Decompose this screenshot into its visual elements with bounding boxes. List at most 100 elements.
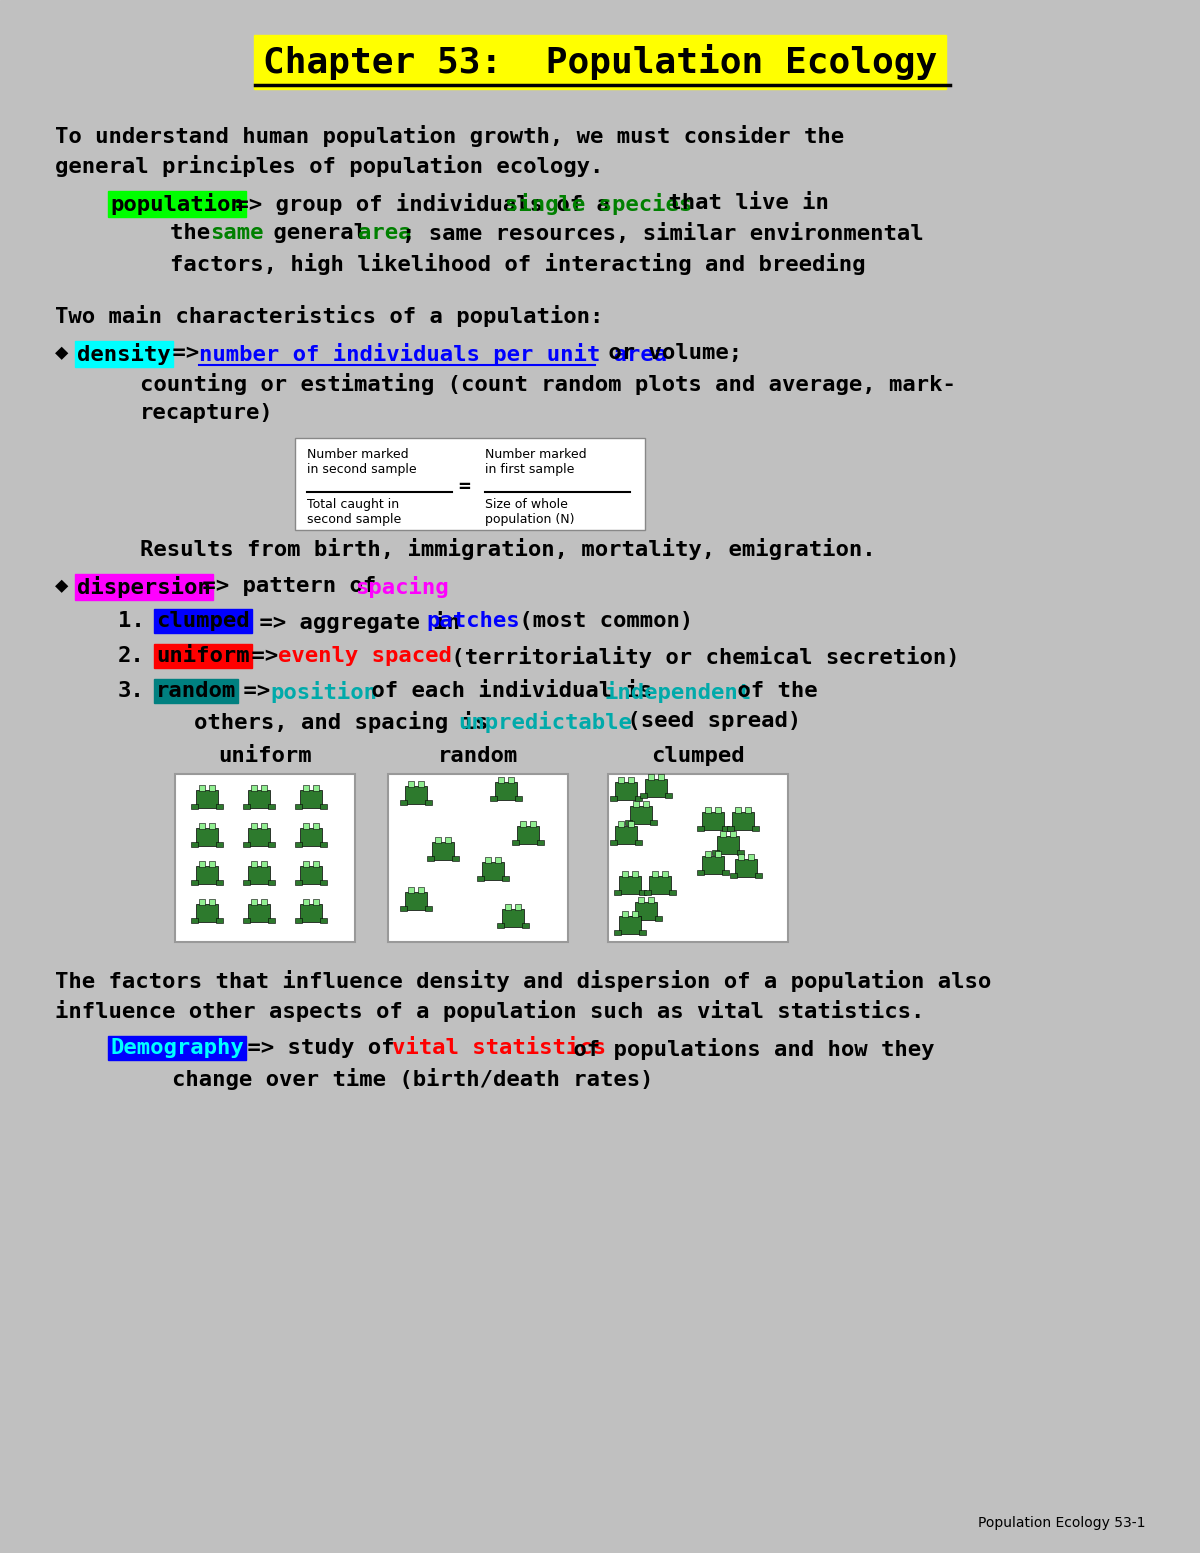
Bar — [530, 822, 536, 828]
Text: of each individual is: of each individual is — [358, 682, 666, 700]
Bar — [610, 840, 617, 845]
Bar — [251, 860, 257, 867]
Text: patches: patches — [426, 610, 520, 631]
Text: number of individuals per unit area: number of individuals per unit area — [199, 343, 667, 365]
Bar — [300, 828, 322, 846]
Bar — [697, 826, 704, 831]
Bar — [515, 904, 521, 910]
Bar — [632, 871, 638, 877]
Text: => aggregate in: => aggregate in — [246, 610, 473, 634]
Text: vital statistics: vital statistics — [392, 1037, 606, 1058]
Bar — [722, 870, 730, 874]
Bar — [408, 781, 414, 787]
Bar — [752, 826, 760, 831]
Bar — [268, 918, 275, 922]
Bar — [262, 823, 266, 829]
Bar — [302, 899, 310, 905]
Bar — [295, 918, 302, 922]
Text: (most common): (most common) — [506, 610, 694, 631]
Bar — [508, 776, 514, 783]
Bar — [732, 812, 754, 829]
Text: of populations and how they: of populations and how they — [560, 1037, 935, 1061]
Bar — [300, 790, 322, 808]
Bar — [485, 857, 491, 863]
Bar — [268, 881, 275, 885]
Bar — [251, 784, 257, 790]
Bar — [216, 881, 223, 885]
Bar — [715, 851, 721, 857]
Text: unpredictable: unpredictable — [458, 711, 632, 733]
Bar — [418, 887, 424, 893]
Bar — [662, 871, 668, 877]
Text: clumped: clumped — [652, 745, 745, 766]
Bar — [262, 784, 266, 790]
Bar — [199, 899, 205, 905]
Bar — [702, 812, 724, 829]
Bar — [209, 784, 215, 790]
Bar — [248, 828, 270, 846]
Text: density: density — [77, 343, 170, 365]
Text: general: general — [260, 224, 380, 242]
Bar — [313, 860, 319, 867]
Bar — [712, 849, 719, 856]
Bar — [616, 826, 637, 843]
Bar — [313, 899, 319, 905]
Bar — [295, 438, 646, 530]
Text: change over time (birth/death rates): change over time (birth/death rates) — [172, 1068, 654, 1090]
Bar — [635, 797, 642, 801]
Bar — [497, 922, 504, 929]
Bar — [635, 902, 658, 919]
Bar — [196, 867, 218, 884]
Bar — [406, 786, 427, 804]
Bar — [268, 804, 275, 809]
Bar — [730, 831, 736, 837]
Text: ◆: ◆ — [55, 576, 68, 596]
Bar — [655, 916, 662, 921]
Bar — [512, 840, 520, 845]
Bar — [320, 842, 326, 846]
Text: spacing: spacing — [355, 576, 449, 598]
Bar — [755, 873, 762, 877]
Bar — [622, 912, 628, 916]
Bar — [640, 890, 646, 895]
Bar — [520, 822, 526, 828]
Bar — [313, 784, 319, 790]
Bar — [302, 784, 310, 790]
Text: 3.: 3. — [118, 682, 145, 700]
Bar — [445, 837, 451, 843]
Bar — [632, 912, 638, 916]
Bar — [670, 890, 676, 895]
Bar — [196, 790, 218, 808]
Bar — [478, 876, 484, 881]
Bar — [608, 773, 788, 943]
Bar — [216, 842, 223, 846]
Bar — [191, 842, 198, 846]
Bar — [216, 804, 223, 809]
Bar — [738, 854, 744, 860]
Bar — [248, 867, 270, 884]
Bar — [734, 808, 742, 814]
Text: random: random — [156, 682, 236, 700]
Text: the: the — [170, 224, 223, 242]
Text: (territoriality or chemical secretion): (territoriality or chemical secretion) — [438, 646, 960, 668]
Text: Results from birth, immigration, mortality, emigration.: Results from birth, immigration, mortali… — [140, 537, 876, 561]
Bar — [643, 801, 649, 808]
Bar — [718, 836, 739, 854]
Bar — [727, 826, 734, 831]
Bar — [730, 873, 737, 877]
Bar — [425, 905, 432, 912]
Bar — [320, 918, 326, 922]
Bar — [614, 930, 622, 935]
Text: Number marked
in second sample: Number marked in second sample — [307, 447, 416, 477]
Bar — [199, 860, 205, 867]
Text: random: random — [438, 745, 518, 766]
Bar — [300, 904, 322, 922]
Bar — [496, 857, 502, 863]
Bar — [242, 918, 250, 922]
Bar — [295, 804, 302, 809]
Text: 1.: 1. — [118, 610, 145, 631]
Text: The factors that influence density and dispersion of a population also: The factors that influence density and d… — [55, 971, 991, 992]
Bar — [268, 842, 275, 846]
Text: clumped: clumped — [156, 610, 250, 631]
Text: Total caught in
second sample: Total caught in second sample — [307, 499, 401, 526]
